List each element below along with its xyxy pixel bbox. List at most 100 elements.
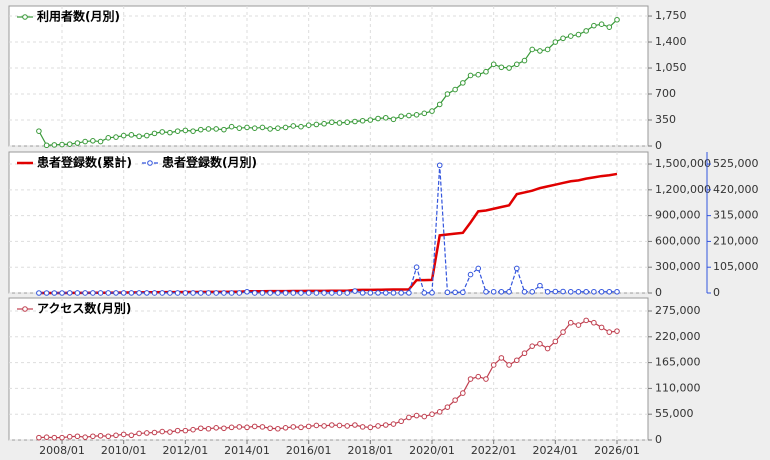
data-point <box>221 126 227 133</box>
legend-marker <box>22 14 28 20</box>
data-point <box>506 65 512 71</box>
data-point <box>275 290 281 296</box>
data-point <box>105 433 112 440</box>
data-point <box>575 31 582 38</box>
data-point <box>275 425 281 432</box>
data-point <box>583 317 589 324</box>
data-point <box>82 434 88 440</box>
data-point <box>120 290 127 296</box>
data-point <box>444 289 451 296</box>
data-point <box>113 290 119 296</box>
data-point <box>228 424 235 431</box>
data-point <box>43 142 50 149</box>
data-point <box>614 288 620 295</box>
data-point <box>174 128 181 134</box>
data-point <box>560 35 566 42</box>
y-tick-label: 600,000 <box>655 234 701 247</box>
data-point <box>460 390 466 396</box>
data-point <box>82 290 88 296</box>
data-point <box>436 409 443 415</box>
data-point <box>259 424 266 430</box>
data-point <box>375 290 381 296</box>
data-point <box>390 116 397 123</box>
data-point <box>43 290 50 296</box>
data-point <box>190 290 196 296</box>
data-point <box>452 289 458 296</box>
data-point <box>51 434 58 441</box>
data-point <box>197 290 204 296</box>
data-point <box>521 288 528 295</box>
data-point <box>436 162 443 169</box>
data-point <box>336 290 343 296</box>
data-point <box>567 33 574 39</box>
data-point <box>421 290 428 296</box>
data-point <box>490 61 497 68</box>
data-point <box>43 434 50 440</box>
data-point <box>159 290 166 296</box>
data-point <box>36 290 42 296</box>
data-point <box>537 48 543 54</box>
data-point <box>344 119 351 126</box>
data-point <box>598 21 605 27</box>
data-point <box>490 288 497 295</box>
data-point <box>598 324 605 331</box>
data-point <box>452 86 458 93</box>
data-point <box>51 142 58 148</box>
data-point <box>490 362 497 368</box>
x-tick-label: 2020/01 <box>409 444 455 457</box>
plot-area <box>8 5 649 147</box>
data-point <box>344 423 351 429</box>
data-point <box>560 329 566 335</box>
legend-label: 患者登録数(月別) <box>162 155 257 170</box>
data-point <box>59 141 65 148</box>
data-point <box>513 265 520 272</box>
data-point <box>567 288 574 295</box>
data-point <box>97 290 104 296</box>
data-point <box>591 22 597 29</box>
data-point <box>174 427 181 434</box>
data-point <box>120 132 127 139</box>
data-point <box>97 432 104 439</box>
data-point <box>359 290 366 296</box>
data-point <box>66 141 73 147</box>
data-point <box>583 288 589 295</box>
data-point <box>213 290 219 296</box>
data-point <box>59 434 65 441</box>
data-point <box>205 290 212 296</box>
data-point <box>167 429 173 435</box>
data-point <box>182 127 189 134</box>
data-point <box>282 290 289 296</box>
data-point <box>560 288 566 295</box>
data-point <box>475 373 482 380</box>
data-point <box>352 422 358 428</box>
x-tick-label: 2026/01 <box>594 444 640 457</box>
x-tick-label: 2010/01 <box>101 444 147 457</box>
data-point <box>267 126 273 132</box>
legend-label: アクセス数(月別) <box>37 301 131 316</box>
data-point <box>313 422 320 429</box>
data-point <box>105 290 112 296</box>
data-point <box>382 290 389 296</box>
data-point <box>460 80 466 86</box>
x-tick-label: 2022/01 <box>471 444 517 457</box>
data-point <box>367 290 374 296</box>
data-point <box>429 289 435 296</box>
data-point <box>144 132 150 139</box>
data-point <box>406 414 412 421</box>
data-point <box>591 319 597 326</box>
data-point <box>128 290 135 296</box>
data-point <box>244 424 250 431</box>
legend-label: 利用者数(月別) <box>37 9 120 24</box>
data-point <box>375 115 381 122</box>
data-point <box>36 128 42 134</box>
data-point <box>475 71 482 78</box>
y2-tick-label: 525,000 <box>713 157 759 170</box>
data-point <box>174 290 181 296</box>
data-point <box>460 289 466 296</box>
data-point <box>144 290 150 296</box>
y-tick-label: 55,000 <box>655 407 694 420</box>
data-point <box>606 288 613 295</box>
data-point <box>367 424 374 431</box>
data-point <box>159 129 166 135</box>
y-tick-label: 165,000 <box>655 356 701 369</box>
